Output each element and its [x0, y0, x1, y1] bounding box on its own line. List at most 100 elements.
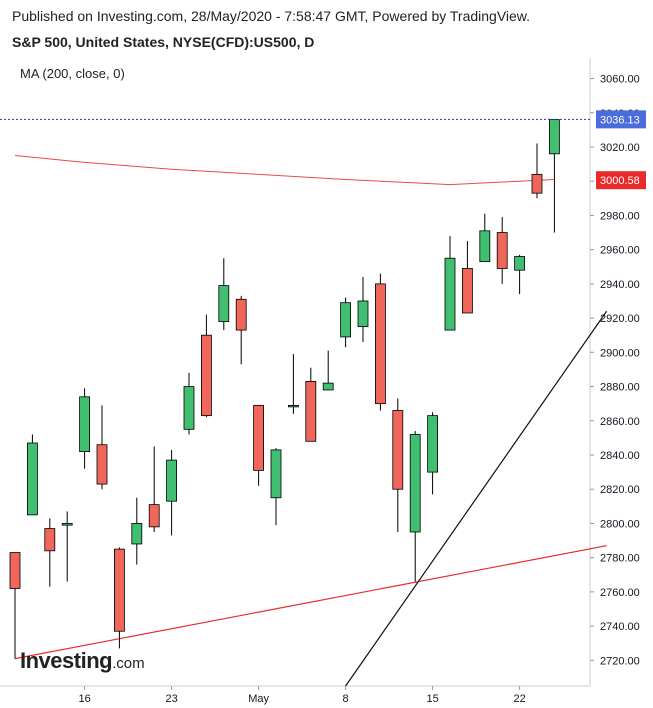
- time-tick-label: 22: [513, 693, 525, 705]
- candle-body: [392, 410, 404, 490]
- candle: [549, 119, 560, 233]
- candle-body: [166, 459, 178, 502]
- candle-body: [61, 523, 73, 526]
- ma-value-tag-text: 3000.58: [600, 175, 640, 187]
- trendline-support: [14, 545, 607, 660]
- candle-body: [461, 268, 473, 314]
- price-tick-label: 2720.00: [600, 655, 640, 667]
- candle-body: [270, 449, 282, 499]
- candle: [479, 213, 491, 263]
- candle-body: [514, 256, 525, 271]
- candle: [444, 235, 456, 331]
- candle: [305, 367, 317, 442]
- candle-body: [427, 415, 439, 473]
- candle: [44, 518, 56, 587]
- candle-body: [357, 300, 369, 328]
- candle: [79, 388, 90, 469]
- candle: [235, 295, 247, 365]
- candle: [427, 412, 439, 495]
- candle: [287, 354, 299, 414]
- candle: [357, 277, 369, 343]
- candle-body: [44, 528, 56, 552]
- candle: [496, 217, 508, 284]
- candle-body: [287, 404, 299, 408]
- candle: [131, 497, 143, 565]
- candle-body: [183, 386, 195, 430]
- price-tick-label: 3060.00: [600, 74, 640, 86]
- candle: [253, 404, 265, 486]
- candle-body: [549, 119, 560, 155]
- last-price-tag: 3036.13: [596, 110, 646, 129]
- candle-body: [374, 283, 386, 405]
- logo-suffix: .com: [112, 655, 145, 672]
- ma-value-tag-bg: [596, 171, 646, 190]
- candle-body: [114, 548, 125, 632]
- indicator-legend: MA (200, close, 0): [20, 66, 125, 81]
- candle: [166, 449, 178, 536]
- candle: [461, 241, 473, 314]
- candle-body: [340, 302, 352, 338]
- time-tick-label: 8: [343, 693, 349, 705]
- price-tick-label: 3020.00: [600, 142, 640, 154]
- candle: [200, 314, 212, 418]
- candle-body: [409, 434, 421, 533]
- time-tick-label: May: [248, 693, 269, 705]
- time-tick-label: 15: [426, 693, 438, 705]
- candle: [531, 143, 543, 199]
- candle-body: [131, 523, 143, 545]
- last-price-tag-text: 3036.13: [600, 114, 640, 126]
- trendline-steep: [345, 310, 608, 687]
- candle: [114, 547, 125, 649]
- candle: [61, 511, 73, 582]
- candle: [270, 448, 282, 526]
- candle-body: [96, 444, 108, 485]
- time-tick-label: 23: [165, 693, 177, 705]
- candle-body: [479, 230, 491, 263]
- last-price-tag-bg: [596, 110, 646, 129]
- candle: [409, 431, 421, 582]
- chart-plot-area[interactable]: [0, 58, 608, 687]
- logo-wordmark: Investing: [20, 648, 113, 673]
- ma-value-tag: 3000.58: [596, 171, 646, 190]
- investing-logo: Investing.com: [20, 648, 145, 674]
- candle: [322, 350, 334, 391]
- time-tick-label: 16: [78, 693, 90, 705]
- candle-body: [444, 257, 456, 331]
- candle-body: [305, 381, 317, 442]
- candle: [148, 446, 160, 532]
- price-tick-label: 2860.00: [600, 416, 640, 428]
- candle-body: [79, 396, 90, 452]
- candle: [514, 254, 525, 295]
- price-tick-label: 2840.00: [600, 450, 640, 462]
- time-axis[interactable]: 16 23 May 8 15 22: [78, 686, 526, 705]
- price-tick-label: 2920.00: [600, 313, 640, 325]
- price-tick-label: 2740.00: [600, 621, 640, 633]
- instrument-title: S&P 500, United States, NYSE(CFD):US500,…: [12, 34, 315, 50]
- candle-body: [322, 382, 334, 391]
- candle-body: [531, 173, 543, 194]
- price-axis[interactable]: 2720.00 2740.00 2760.00 2780.00 2800.00 2820.…: [590, 74, 640, 668]
- candle-body: [496, 232, 508, 269]
- candle-series: [9, 119, 560, 659]
- candle: [218, 258, 230, 331]
- price-tick-label: 2760.00: [600, 587, 640, 599]
- candle: [9, 552, 21, 659]
- candle-body: [235, 298, 247, 331]
- candle: [340, 297, 352, 348]
- candle: [96, 405, 108, 490]
- candle-body: [253, 404, 265, 471]
- moving-average-series: [14, 155, 555, 186]
- published-caption: Published on Investing.com, 28/May/2020 …: [12, 8, 531, 24]
- candle: [392, 398, 404, 532]
- candle-body: [26, 442, 38, 516]
- price-tick-label: 2820.00: [600, 484, 640, 496]
- price-tick-label: 2960.00: [600, 245, 640, 257]
- candle-body: [218, 285, 230, 322]
- price-tick-label: 2940.00: [600, 279, 640, 291]
- price-tick-label: 2800.00: [600, 518, 640, 530]
- price-tick-label: 2900.00: [600, 347, 640, 359]
- candle-body: [148, 504, 160, 528]
- trendlines: [14, 310, 608, 687]
- candle: [183, 372, 195, 435]
